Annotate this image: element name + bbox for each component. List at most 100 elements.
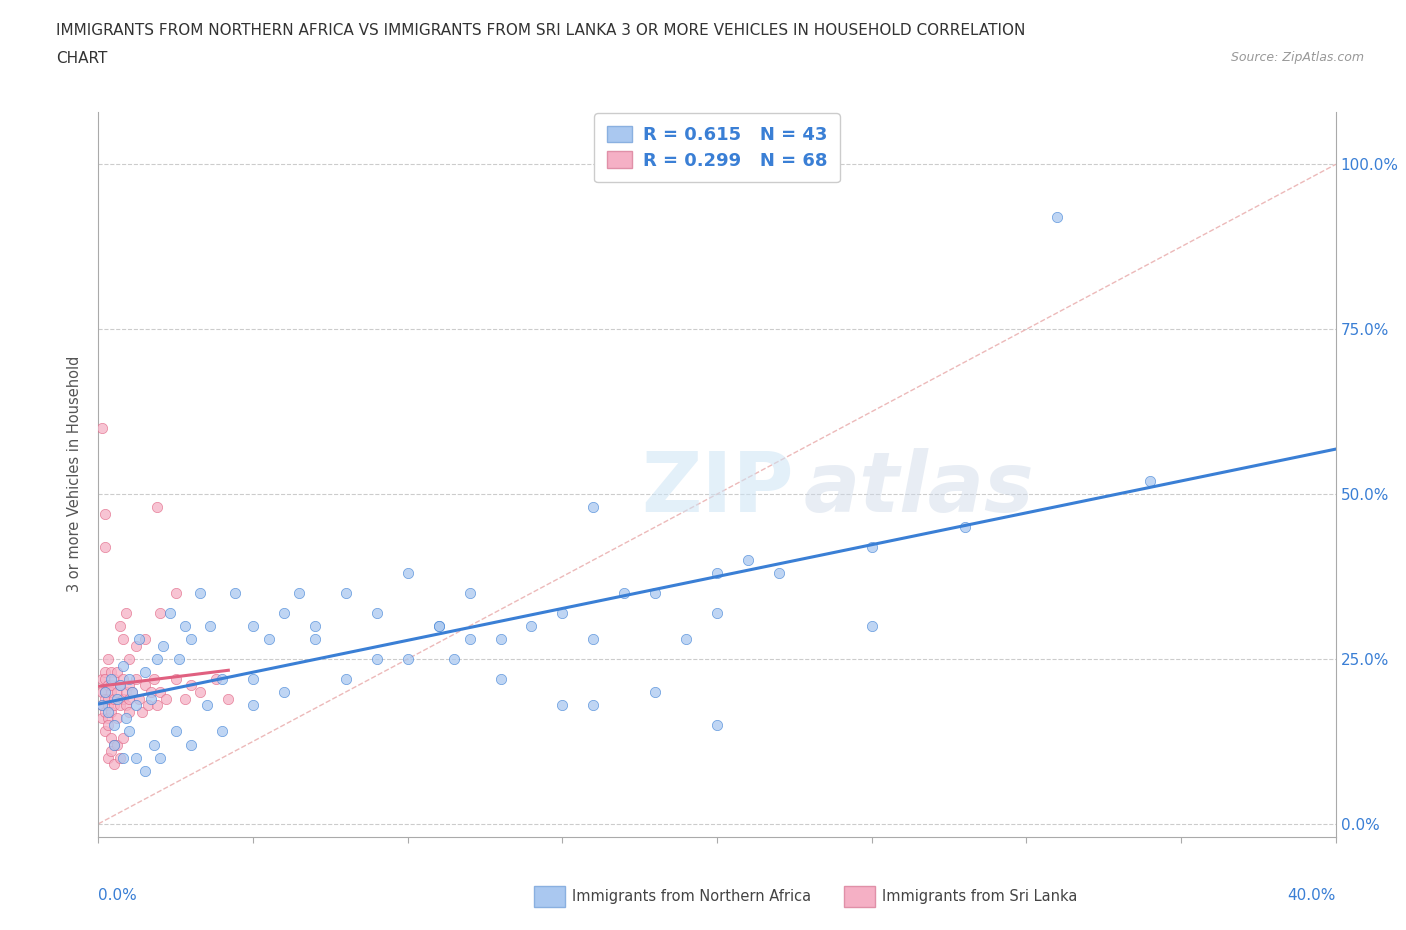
Point [1139, 473, 1161, 488]
Point [90, 671, 112, 686]
Point [159, 605, 181, 620]
Point [103, 671, 125, 686]
Point [90, 698, 112, 712]
Point [143, 737, 166, 752]
Point [195, 698, 218, 712]
Point [121, 684, 143, 699]
Point [165, 671, 187, 686]
Point [304, 618, 326, 633]
Point [242, 671, 264, 686]
Point [706, 565, 728, 580]
Point [211, 671, 233, 686]
Point [105, 665, 128, 680]
Point [768, 565, 790, 580]
Point [97, 751, 120, 765]
Point [1046, 209, 1069, 224]
Point [582, 698, 605, 712]
Point [93, 684, 115, 699]
Point [115, 605, 138, 620]
Point [224, 586, 246, 601]
Point [112, 671, 135, 686]
Point [105, 684, 128, 699]
Point [93, 704, 115, 719]
Point [520, 618, 543, 633]
Point [174, 691, 197, 706]
Point [115, 711, 138, 725]
Point [146, 698, 169, 712]
Text: CHART: CHART [56, 51, 108, 66]
Point [458, 631, 481, 646]
Point [124, 698, 146, 712]
Point [644, 586, 666, 601]
Point [118, 724, 141, 739]
Point [118, 671, 141, 686]
Point [124, 671, 146, 686]
Point [953, 520, 976, 535]
Point [100, 671, 122, 686]
Point [112, 691, 135, 706]
Point [146, 499, 169, 514]
Point [112, 751, 135, 765]
Point [149, 751, 172, 765]
Point [97, 711, 120, 725]
Point [180, 678, 202, 693]
Point [108, 618, 131, 633]
Point [128, 631, 150, 646]
Point [90, 684, 112, 699]
Point [97, 652, 120, 667]
Point [90, 420, 112, 435]
Point [675, 631, 697, 646]
Point [273, 605, 295, 620]
Point [582, 499, 605, 514]
Point [112, 658, 135, 673]
Point [180, 631, 202, 646]
Text: ZIP: ZIP [641, 448, 793, 529]
Point [100, 684, 122, 699]
Point [139, 691, 162, 706]
Point [180, 737, 202, 752]
Text: Immigrants from Sri Lanka: Immigrants from Sri Lanka [882, 889, 1077, 904]
Point [582, 631, 605, 646]
Point [706, 605, 728, 620]
Point [100, 665, 122, 680]
Legend: R = 0.615   N = 43, R = 0.299   N = 68: R = 0.615 N = 43, R = 0.299 N = 68 [595, 113, 839, 182]
Point [93, 684, 115, 699]
Point [118, 652, 141, 667]
Point [136, 698, 159, 712]
Point [97, 678, 120, 693]
Point [93, 507, 115, 522]
Point [288, 586, 311, 601]
Point [860, 618, 883, 633]
Point [128, 691, 150, 706]
Point [427, 618, 450, 633]
Point [304, 631, 326, 646]
Point [174, 618, 197, 633]
Point [93, 665, 115, 680]
Point [396, 565, 419, 580]
Text: 40.0%: 40.0% [1288, 888, 1336, 903]
Point [121, 684, 143, 699]
Point [118, 704, 141, 719]
Point [366, 605, 388, 620]
Point [613, 586, 636, 601]
Point [100, 731, 122, 746]
Point [100, 744, 122, 759]
Point [427, 618, 450, 633]
Point [108, 678, 131, 693]
Point [190, 684, 212, 699]
Y-axis label: 3 or more Vehicles in Household: 3 or more Vehicles in Household [67, 356, 83, 592]
Point [149, 684, 172, 699]
Point [396, 652, 419, 667]
Point [644, 684, 666, 699]
Point [100, 678, 122, 693]
Point [124, 751, 146, 765]
Point [257, 631, 280, 646]
Point [103, 757, 125, 772]
Point [108, 698, 131, 712]
Text: IMMIGRANTS FROM NORTHERN AFRICA VS IMMIGRANTS FROM SRI LANKA 3 OR MORE VEHICLES : IMMIGRANTS FROM NORTHERN AFRICA VS IMMIG… [56, 23, 1025, 38]
Point [551, 605, 574, 620]
Point [489, 631, 512, 646]
Point [93, 671, 115, 686]
Point [124, 638, 146, 653]
Point [139, 684, 162, 699]
